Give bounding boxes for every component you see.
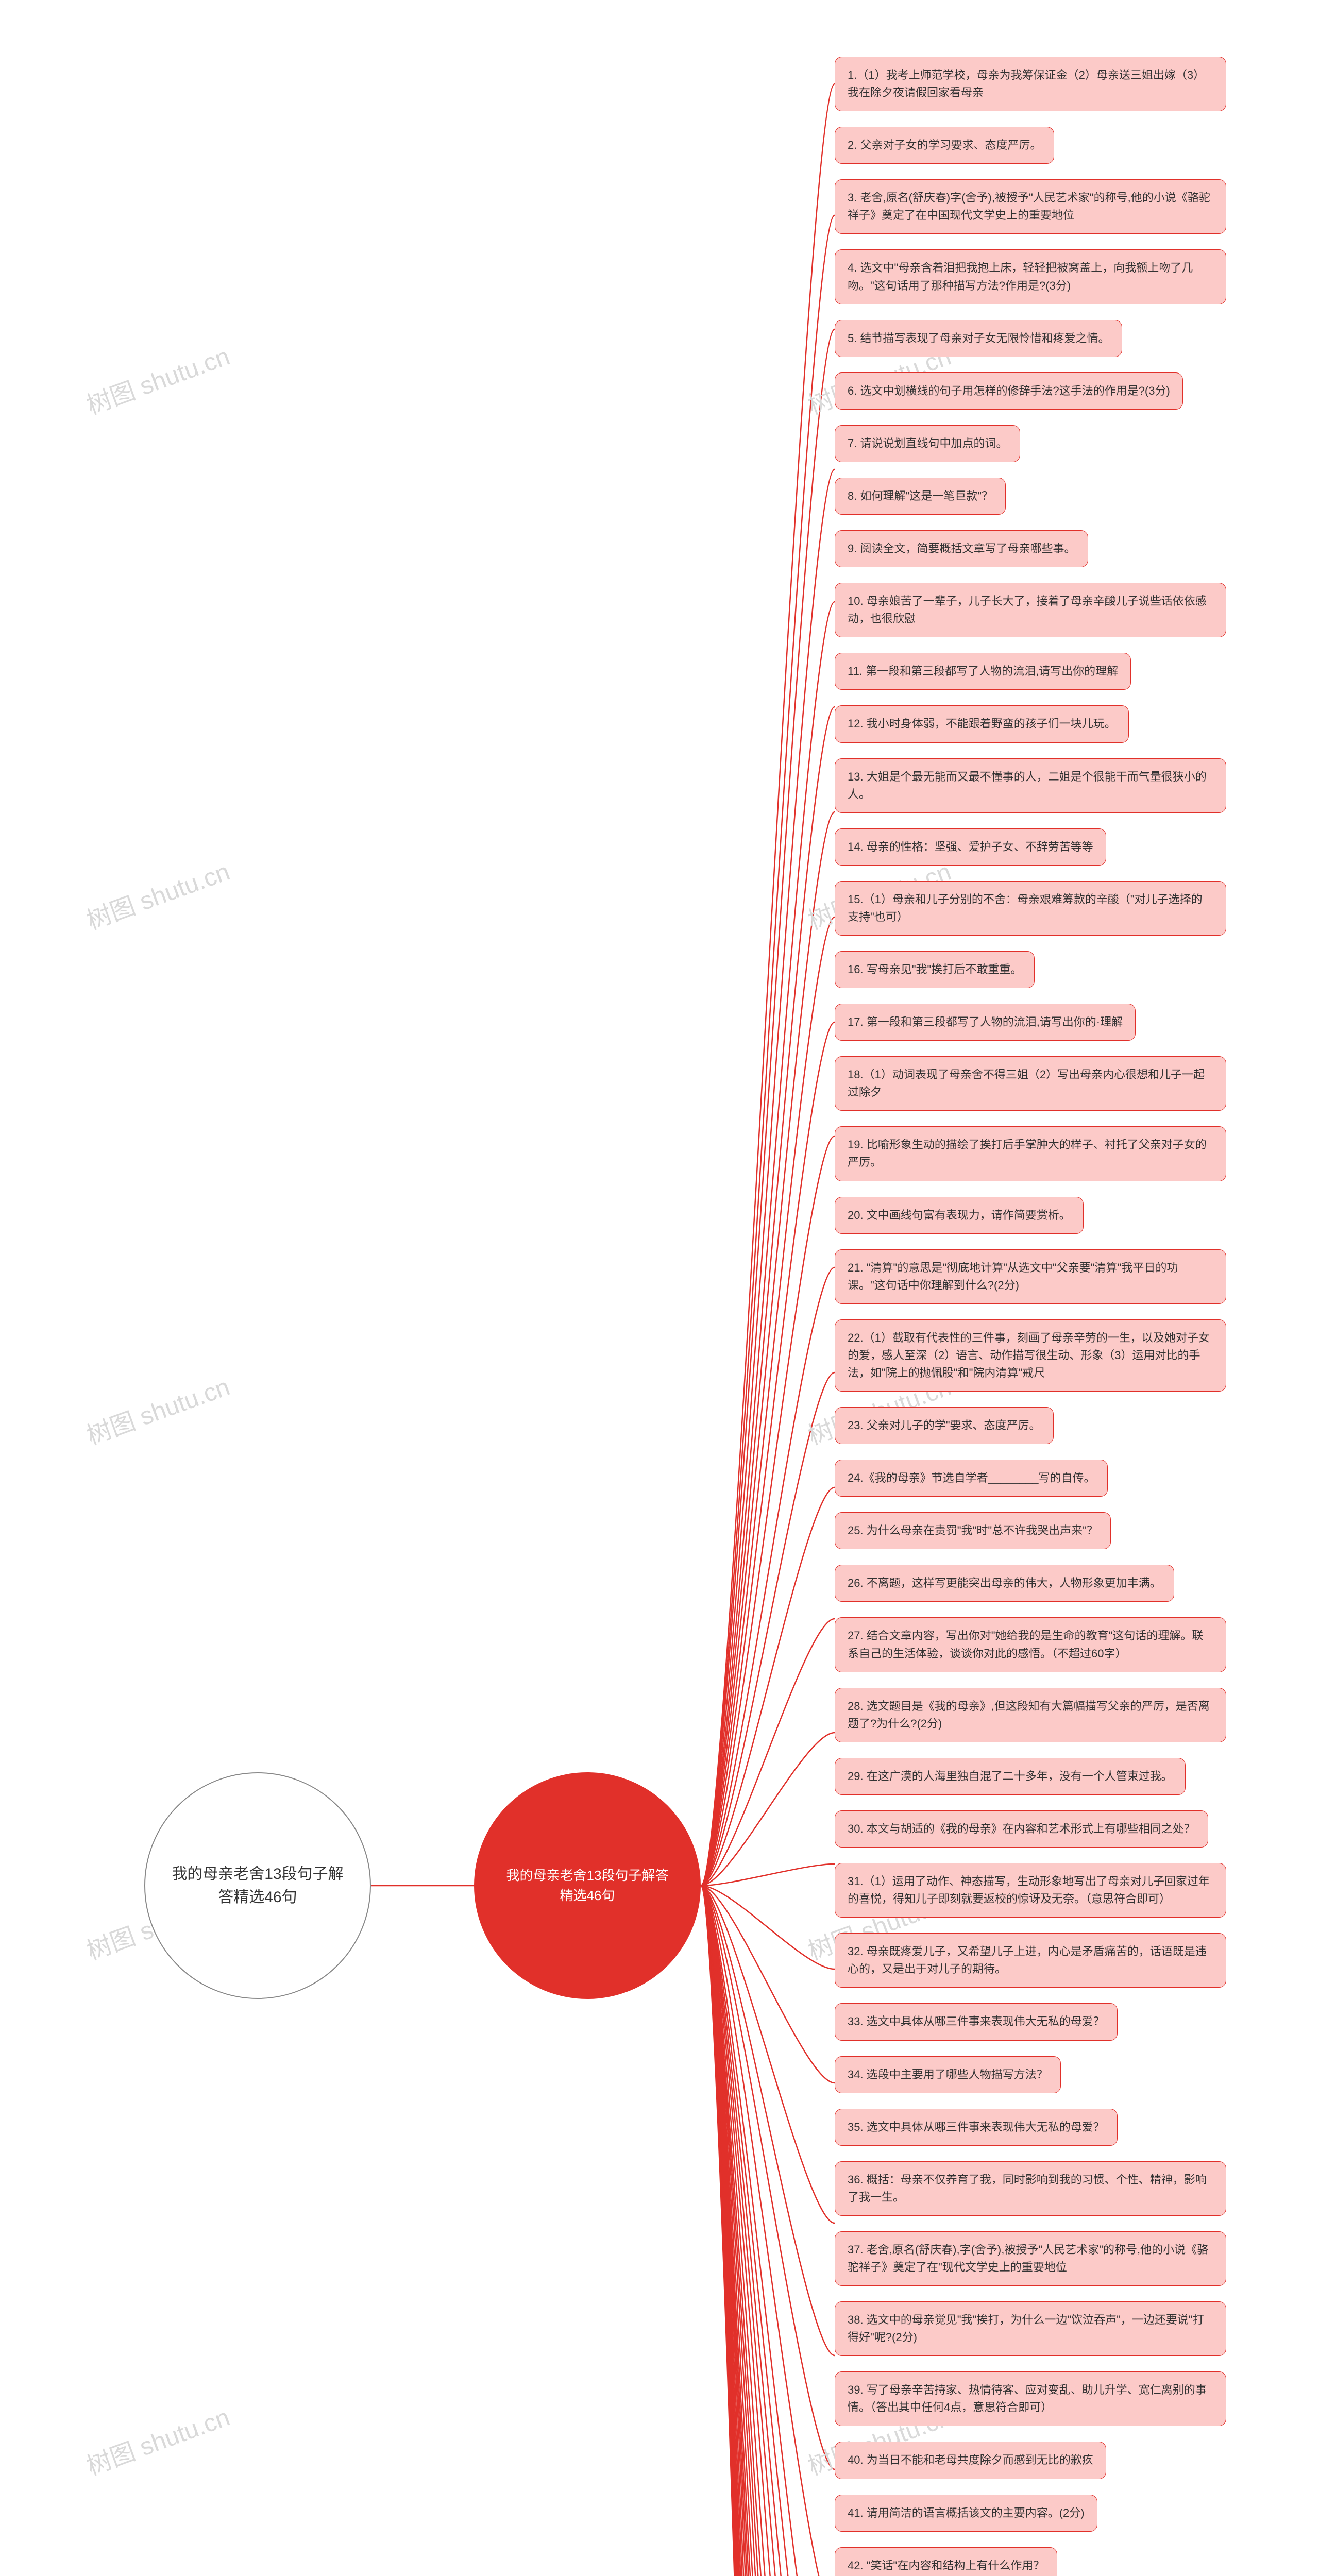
leaf-node[interactable]: 25. 为什么母亲在责罚"我"时"总不许我哭出声来"？	[835, 1512, 1111, 1549]
leaf-node[interactable]: 9. 阅读全文，简要概括文章写了母亲哪些事。	[835, 530, 1088, 567]
leaf-node[interactable]: 27. 结合文章内容，写出你对"她给我的是生命的教育"这句话的理解。联系自己的生…	[835, 1617, 1226, 1672]
middle-label: 我的母亲老舍13段句子解答 精选46句	[500, 1866, 675, 1906]
watermark: 树图 shutu.cn	[81, 336, 234, 421]
middle-node[interactable]: 我的母亲老舍13段句子解答 精选46句	[474, 1772, 701, 1999]
leaf-node[interactable]: 2. 父亲对子女的学习要求、态度严厉。	[835, 127, 1054, 164]
leaf-node[interactable]: 41. 请用简洁的语言概括该文的主要内容。(2分)	[835, 2495, 1097, 2532]
leaf-node[interactable]: 39. 写了母亲辛苦持家、热情待客、应对变乱、助儿升学、宽仁离别的事情。（答出其…	[835, 2371, 1226, 2426]
leaf-node[interactable]: 35. 选文中具体从哪三件事来表现伟大无私的母爱？	[835, 2109, 1118, 2146]
leaf-node[interactable]: 42. "笑话"在内容和结构上有什么作用？	[835, 2547, 1057, 2576]
leaf-node[interactable]: 10. 母亲娘苦了一辈子，儿子长大了，接着了母亲辛酸儿子说些话依依感动，也很欣慰	[835, 583, 1226, 637]
watermark: 树图 shutu.cn	[81, 1366, 234, 1451]
leaf-node[interactable]: 34. 选段中主要用了哪些人物描写方法？	[835, 2056, 1061, 2093]
root-node[interactable]: 我的母亲老舍13段句子解答精选46句	[144, 1772, 371, 1999]
leaf-node[interactable]: 38. 选文中的母亲觉见"我"挨打，为什么一边"饮泣吞声"，一边还要说"打得好"…	[835, 2301, 1226, 2356]
leaf-node[interactable]: 30. 本文与胡适的《我的母亲》在内容和艺术形式上有哪些相同之处？	[835, 1810, 1208, 1848]
leaf-node[interactable]: 6. 选文中划横线的句子用怎样的修辞手法?这手法的作用是?(3分)	[835, 372, 1183, 410]
leaf-node[interactable]: 26. 不离题，这样写更能突出母亲的伟大，人物形象更加丰满。	[835, 1565, 1174, 1602]
leaf-node[interactable]: 16. 写母亲见"我"挨打后不敢重重。	[835, 951, 1035, 988]
leaf-node[interactable]: 13. 大姐是个最无能而又最不懂事的人，二姐是个很能干而气量很狭小的人。	[835, 758, 1226, 813]
leaf-node[interactable]: 31.（1）运用了动作、神态描写，生动形象地写出了母亲对儿子回家过年的喜悦，得知…	[835, 1863, 1226, 1918]
leaf-node[interactable]: 20. 文中画线句富有表现力，请作简要赏析。	[835, 1197, 1084, 1234]
leaf-node[interactable]: 28. 选文题目是《我的母亲》,但这段知有大篇幅描写父亲的严厉，是否离题了?为什…	[835, 1688, 1226, 1742]
mindmap-canvas: 树图 shutu.cn 树图 shutu.cn 树图 shutu.cn 树图 shut…	[0, 0, 1319, 2576]
leaf-node[interactable]: 24.《我的母亲》节选自学者________写的自传。	[835, 1460, 1108, 1497]
leaf-node[interactable]: 32. 母亲既疼爱儿子，又希望儿子上进，内心是矛盾痛苦的，话语既是违心的，又是出…	[835, 1933, 1226, 1988]
leaf-node[interactable]: 37. 老舍,原名(舒庆春),字(舍予),被授予"人民艺术家"的称号,他的小说《…	[835, 2231, 1226, 2286]
leaf-node[interactable]: 15.（1）母亲和儿子分别的不舍：母亲艰难筹款的辛酸（"对儿子选择的支持"也可）	[835, 881, 1226, 936]
leaf-node[interactable]: 11. 第一段和第三段都写了人物的流泪,请写出你的理解	[835, 653, 1131, 690]
watermark: 树图 shutu.cn	[81, 2397, 234, 2482]
leaf-node[interactable]: 8. 如何理解"这是一笔巨款"？	[835, 478, 1006, 515]
leaf-node[interactable]: 33. 选文中具体从哪三件事来表现伟大无私的母爱？	[835, 2003, 1118, 2040]
leaf-node[interactable]: 29. 在这广漠的人海里独自混了二十多年，没有一个人管束过我。	[835, 1758, 1186, 1795]
leaf-node[interactable]: 12. 我小时身体弱，不能跟着野蛮的孩子们一块儿玩。	[835, 705, 1129, 742]
leaf-node[interactable]: 5. 结节描写表现了母亲对子女无限怜惜和疼爱之情。	[835, 320, 1122, 357]
leaf-node[interactable]: 36. 概括：母亲不仅养育了我，同时影响到我的习惯、个性、精神，影响了我一生。	[835, 2161, 1226, 2216]
leaf-node[interactable]: 14. 母亲的性格：坚强、爱护子女、不辞劳苦等等	[835, 828, 1106, 866]
leaf-node[interactable]: 3. 老舍,原名(舒庆春)字(舍予),被授予"人民艺术家"的称号,他的小说《骆驼…	[835, 179, 1226, 234]
leaf-node[interactable]: 40. 为当日不能和老母共度除夕而感到无比的歉疚	[835, 2442, 1106, 2479]
leaf-node[interactable]: 23. 父亲对儿子的学"要求、态度严厉。	[835, 1407, 1054, 1444]
leaf-node[interactable]: 21. "清算"的意思是"彻底地计算"从选文中"父亲要"清算"我平日的功课。"这…	[835, 1249, 1226, 1304]
leaf-node[interactable]: 18.（1）动词表现了母亲舍不得三姐（2）写出母亲内心很想和儿子一起过除夕	[835, 1056, 1226, 1111]
watermark: 树图 shutu.cn	[81, 851, 234, 936]
leaf-node[interactable]: 17. 第一段和第三段都写了人物的流泪,请写出你的·理解	[835, 1004, 1136, 1041]
leaf-node[interactable]: 1.（1）我考上师范学校，母亲为我筹保证金（2）母亲送三姐出嫁（3）我在除夕夜请…	[835, 57, 1226, 111]
leaf-node[interactable]: 22.（1）截取有代表性的三件事，刻画了母亲辛劳的一生，以及她对子女的爱，感人至…	[835, 1319, 1226, 1392]
leaf-node[interactable]: 19. 比喻形象生动的描绘了挨打后手掌肿大的样子、衬托了父亲对子女的严厉。	[835, 1126, 1226, 1181]
root-label: 我的母亲老舍13段句子解答精选46句	[166, 1862, 349, 1909]
leaf-node[interactable]: 7. 请说说划直线句中加点的词。	[835, 425, 1020, 462]
leaf-column: 1.（1）我考上师范学校，母亲为我筹保证金（2）母亲送三姐出嫁（3）我在除夕夜请…	[835, 57, 1226, 2576]
leaf-node[interactable]: 4. 选文中"母亲含着泪把我抱上床，轻轻把被窝盖上，向我额上吻了几吻。"这句话用…	[835, 249, 1226, 304]
